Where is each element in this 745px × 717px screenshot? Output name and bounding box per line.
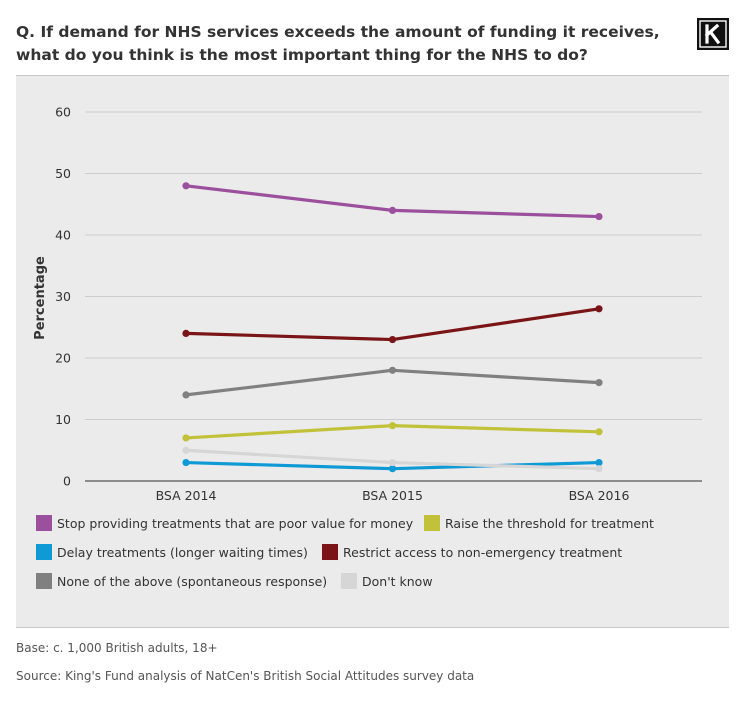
x-tick-label: BSA 2016 (569, 488, 630, 503)
legend-label: None of the above (spontaneous response) (57, 573, 328, 589)
data-point (595, 465, 603, 473)
chart-title: Q. If demand for NHS services exceeds th… (16, 23, 660, 64)
data-point (595, 428, 603, 436)
axes: 0 10 20 30 40 50 60 BSA 2014 BSA 2015 BSA 2016 (55, 105, 629, 504)
data-point (388, 366, 397, 374)
data-point (595, 458, 603, 467)
y-tick-label: 20 (55, 351, 71, 366)
legend-swatch (322, 544, 338, 560)
data-point (388, 335, 397, 344)
legend-label: Stop providing treatments that are poor … (57, 515, 414, 531)
legend-swatch (341, 573, 357, 589)
legend-label: Delay treatments (longer waiting times) (57, 544, 308, 560)
legend-item: Restrict access to non-emergency treatme… (322, 543, 622, 561)
y-tick-label: 40 (55, 228, 71, 243)
series-line (184, 307, 601, 342)
data-point (388, 458, 397, 467)
data-point (182, 446, 190, 454)
data-point (388, 206, 397, 214)
legend-item: Stop providing treatments that are poor … (36, 514, 413, 532)
gridlines (85, 111, 702, 482)
logo-k-icon (699, 20, 727, 48)
legend-item: None of the above (spontaneous response) (36, 572, 327, 590)
y-tick-label: 60 (55, 105, 71, 120)
data-point (595, 305, 603, 313)
data-point (182, 182, 190, 190)
legend-label: Don't know (362, 573, 433, 589)
y-tick-label: 30 (55, 289, 71, 304)
data-point (182, 434, 190, 442)
legend-item: Raise the threshold for treatment (424, 514, 654, 532)
y-tick-label: 0 (63, 474, 71, 489)
chart-panel: 0 10 20 30 40 50 60 BSA 2014 BSA 2015 BSA 2016 Pe… (16, 75, 729, 628)
x-tick-label: BSA 2015 (362, 488, 423, 503)
legend-swatch (36, 573, 52, 589)
legend-item: Don't know (341, 572, 433, 590)
data-point (182, 391, 190, 399)
legend-item: Delay treatments (longer waiting times) (36, 543, 308, 561)
legend-swatch (424, 515, 440, 531)
data-point (182, 458, 190, 467)
source-note: Source: King's Fund analysis of NatCen's… (16, 669, 475, 683)
data-point (595, 212, 603, 221)
y-tick-label: 50 (55, 166, 71, 181)
base-note: Base: c. 1,000 British adults, 18+ (16, 641, 218, 655)
series (182, 182, 603, 473)
line-chart: 0 10 20 30 40 50 60 BSA 2014 BSA 2015 BSA 2016 Pe… (33, 105, 702, 504)
data-point (595, 379, 603, 387)
y-axis-label: Percentage (33, 256, 48, 340)
legend-label: Raise the threshold for treatment (445, 515, 654, 531)
series-line (184, 368, 601, 397)
legend-swatch (36, 544, 52, 560)
y-tick-label: 10 (55, 412, 71, 427)
data-point (182, 329, 190, 337)
legend-swatch (36, 515, 52, 531)
data-point (388, 422, 397, 430)
legend-label: Restrict access to non-emergency treatme… (343, 544, 623, 560)
x-tick-label: BSA 2014 (156, 488, 217, 503)
data-point (388, 465, 397, 473)
kings-fund-logo (697, 18, 729, 50)
